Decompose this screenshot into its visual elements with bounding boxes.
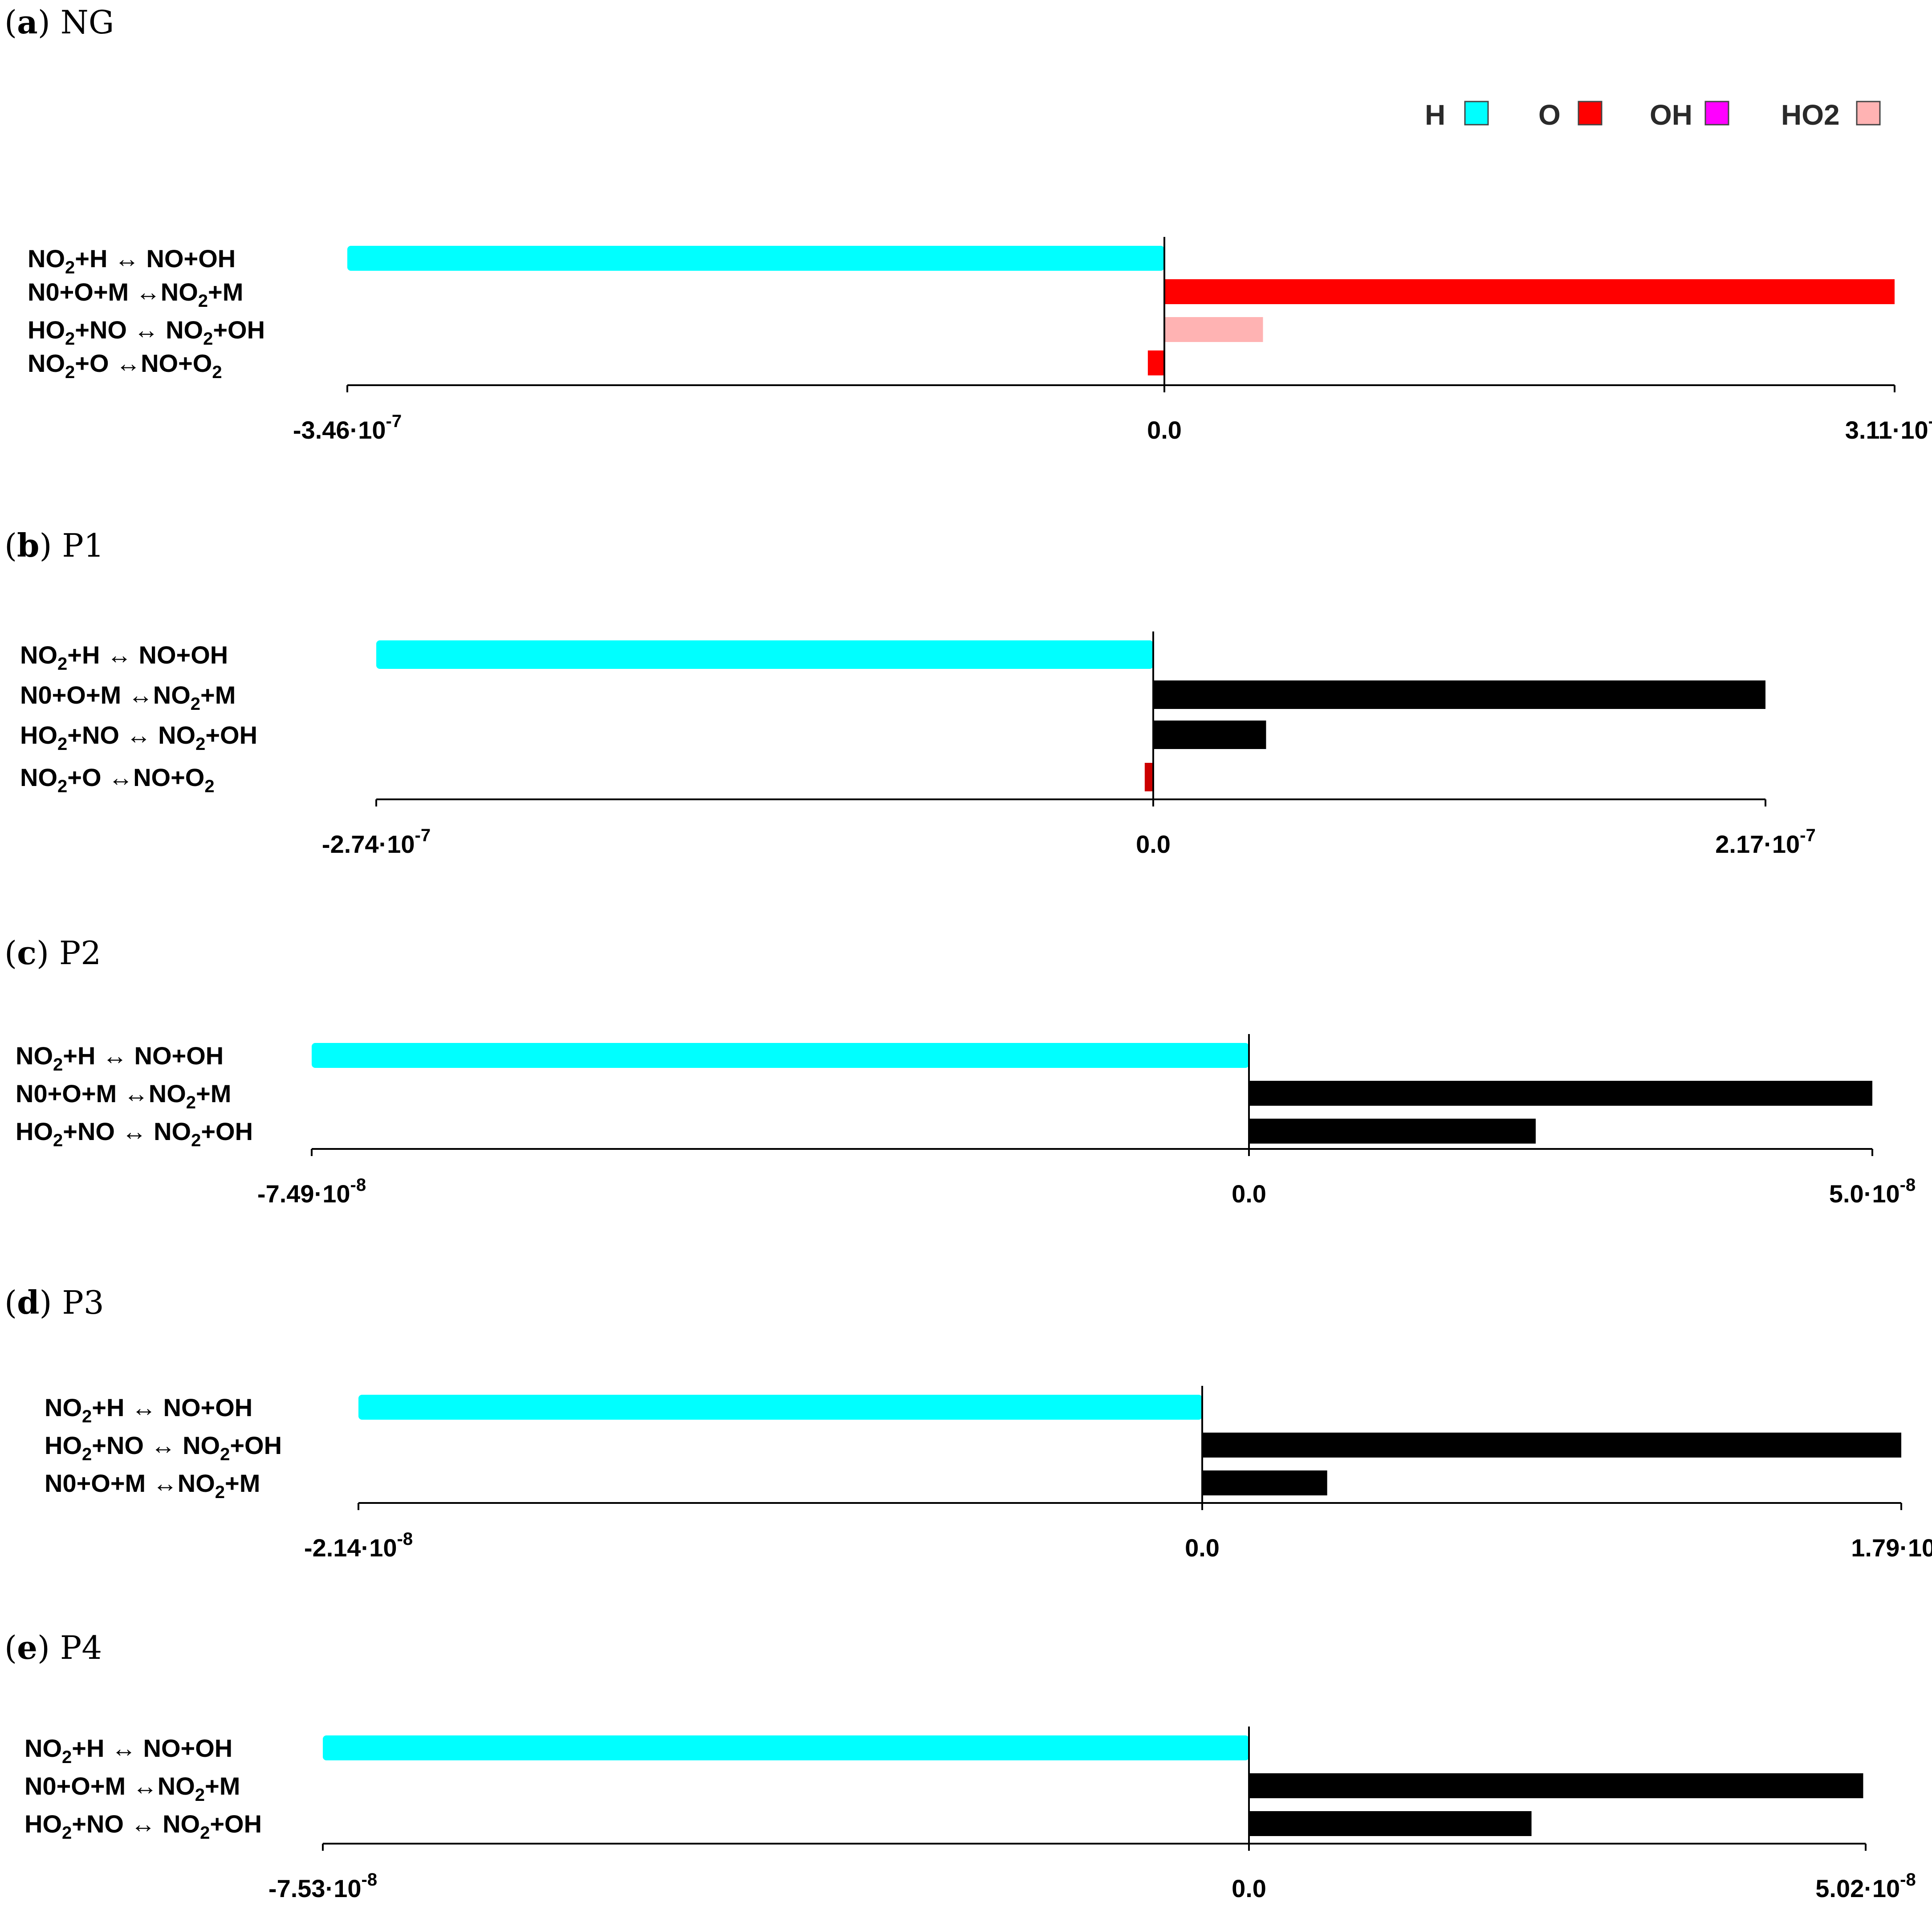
tick-label: 0.0 [1185,1534,1220,1562]
reaction-label: HO2+NO ↔ NO2+OH [24,1810,262,1843]
bar [1249,1773,1863,1798]
reaction-label: N0+O+M ↔NO2+M [24,1772,240,1805]
panel-b: (b) P1 NO2+H ↔ NO+OH N0+O+M ↔NO2+M HO2+NO ↔… [4,526,1816,858]
bar [1202,1433,1901,1458]
bar [1164,317,1263,342]
panel-d: (d) P3 NO2+H ↔ NO+OH HO2+NO ↔ NO2+OH N0+O+M… [4,1283,1932,1562]
reaction-label: NO2+O ↔NO+O2 [20,763,215,796]
bar [1147,350,1164,375]
panel-label: (e) P4 [4,1629,102,1666]
reaction-label: NO2+H ↔ NO+OH [28,244,236,277]
bar [1144,763,1153,791]
reaction-label: HO2+NO ↔ NO2+OH [16,1117,253,1150]
tick-label: 1.79·10-8 [1851,1529,1932,1562]
tick-label: -3.46·10-7 [293,411,402,444]
legend-label-o: O [1538,99,1561,131]
panel-label: (b) P1 [4,526,104,564]
bar [1249,1081,1872,1106]
legend: H O OH HO2 [1425,99,1881,131]
legend-label-ho2: HO2 [1781,99,1840,131]
reaction-label: HO2+NO ↔ NO2+OH [45,1431,282,1464]
bar [347,246,1164,271]
bar [358,1395,1202,1420]
reaction-label: NO2+H ↔ NO+OH [24,1734,232,1767]
reaction-label: HO2+NO ↔ NO2+OH [20,721,257,754]
legend-label-oh: OH [1650,99,1692,131]
tick-label: -7.49·10-8 [257,1175,366,1208]
bar [376,640,1153,669]
panel-label: (a) NG [4,3,114,41]
legend-swatch-ho2 [1856,101,1881,126]
bar [1249,1811,1532,1836]
panel-label: (d) P3 [4,1283,104,1321]
legend-swatch-o [1578,101,1603,126]
reaction-label: NO2+H ↔ NO+OH [20,641,228,674]
tick-label: -7.53·10-8 [268,1870,377,1902]
tick-label: -2.14·10-8 [304,1529,413,1562]
tick-label: 0.0 [1232,1180,1266,1208]
panel-e: (e) P4 NO2+H ↔ NO+OH N0+O+M ↔NO2+M HO2+NO ↔… [4,1629,1916,1902]
reaction-label: N0+O+M ↔NO2+M [20,681,236,714]
legend-swatch-oh [1704,101,1729,126]
panel-label: (c) P2 [4,934,101,972]
reaction-label: N0+O+M ↔NO2+M [45,1469,260,1502]
reaction-label: NO2+H ↔ NO+OH [45,1393,252,1426]
bar [1164,279,1895,304]
bar [323,1735,1249,1760]
tick-label: 0.0 [1232,1874,1266,1902]
reaction-label: N0+O+M ↔NO2+M [28,278,243,311]
bar [1153,680,1765,709]
reaction-label: NO2+O ↔NO+O2 [28,349,222,382]
tick-label: 0.0 [1147,416,1182,444]
bar [1153,721,1266,749]
tick-label: 2.17·10-7 [1715,826,1816,858]
tick-label: 0.0 [1136,830,1171,858]
tick-label: 5.02·10-8 [1815,1870,1916,1902]
bar [1202,1470,1327,1495]
reaction-label: NO2+H ↔ NO+OH [16,1042,224,1075]
reaction-label: N0+O+M ↔NO2+M [16,1079,231,1112]
tick-label: 5.0·10-8 [1829,1175,1916,1208]
bar [312,1043,1249,1068]
bar [1249,1119,1536,1144]
reaction-label: HO2+NO ↔ NO2+OH [28,316,265,349]
legend-swatch-h [1464,101,1489,126]
tick-label: 3.11·10-7 [1845,411,1932,444]
panel-c: (c) P2 NO2+H ↔ NO+OH N0+O+M ↔NO2+M HO2+NO ↔… [4,934,1916,1208]
legend-label-h: H [1425,99,1445,131]
tick-label: -2.74·10-7 [322,826,431,858]
